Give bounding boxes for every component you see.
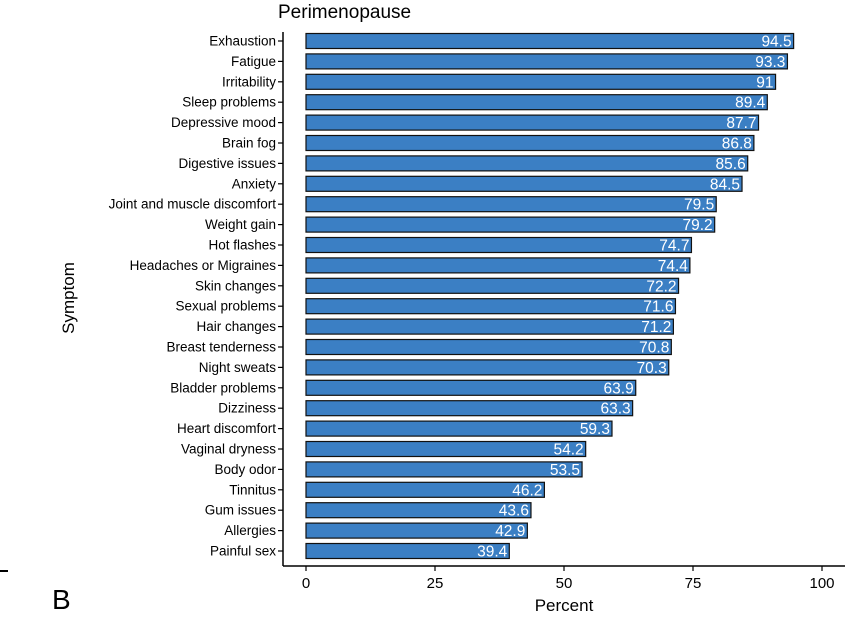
y-tick-label: Fatigue [231, 54, 276, 69]
y-tick-label: Depressive mood [171, 115, 276, 130]
chart-title: Perimenopause [278, 2, 411, 23]
x-axis: 0 25 50 75 100 [283, 565, 845, 592]
y-tick-label: Weight gain [205, 217, 276, 232]
y-tick-label: Bladder problems [170, 380, 276, 395]
y-tick-label: Allergies [224, 523, 276, 538]
bar-fatigue [305, 53, 789, 70]
bar-value-label: 39.4 [477, 544, 508, 561]
bars-group: 94.5 93.3 91 89.4 87.7 86.8 85.6 84.5 79.5 79.2 74… [305, 32, 795, 561]
bar-hot-flashes [305, 236, 693, 254]
bar-value-label: 86.8 [722, 136, 752, 153]
x-tick-label: 75 [685, 575, 702, 592]
panel-label: B [52, 584, 71, 615]
y-tick-label: Anxiety [232, 176, 277, 191]
bar-headaches-or-migraines [305, 257, 691, 274]
bar-value-label: 42.9 [495, 523, 525, 540]
bar-value-label: 74.4 [658, 258, 689, 275]
bar-value-label: 79.2 [683, 217, 713, 234]
y-tick-label: Joint and muscle discomfort [109, 197, 277, 212]
bar-allergies [305, 522, 528, 539]
bar-value-label: 89.4 [735, 95, 766, 112]
y-tick-label: Digestive issues [178, 156, 276, 171]
bar-value-label: 70.3 [637, 360, 667, 377]
bar-joint-and-muscle-discomfort [305, 196, 717, 213]
bar-value-label: 54.2 [554, 442, 584, 459]
bar-sexual-problems [305, 298, 677, 315]
bar-value-label: 53.5 [550, 462, 580, 479]
bar-value-label: 94.5 [761, 34, 791, 51]
bar-heart-discomfort [305, 420, 613, 437]
bar-value-label: 85.6 [716, 156, 746, 173]
y-tick-label: Hot flashes [208, 238, 276, 253]
bar-anxiety [305, 175, 743, 192]
bar-value-label: 59.3 [580, 421, 610, 438]
y-tick-label: Sexual problems [175, 299, 276, 314]
bar-value-label: 79.5 [684, 197, 714, 214]
bar-value-label: 43.6 [499, 503, 529, 520]
y-tick-label: Painful sex [210, 544, 276, 559]
x-tick-label: 50 [556, 575, 573, 592]
bar-hair-changes [305, 318, 674, 335]
y-tick-label: Breast tenderness [166, 340, 276, 355]
y-tick-label: Night sweats [199, 360, 277, 375]
bar-value-label: 72.2 [646, 278, 676, 295]
bar-painful-sex [305, 542, 510, 560]
bar-weight-gain [305, 216, 716, 233]
bar-value-label: 63.3 [600, 401, 630, 418]
bar-value-label: 46.2 [512, 482, 542, 499]
y-tick-label: Vaginal dryness [181, 442, 276, 457]
bar-value-label: 70.8 [639, 340, 669, 357]
bar-breast-tenderness [305, 338, 672, 356]
y-axis: Exhaustion Fatigue Irritability Sleep probl… [109, 32, 284, 566]
bar-exhaustion [305, 32, 795, 50]
bar-bladder-problems [305, 379, 637, 396]
bar-value-label: 74.7 [659, 238, 689, 255]
y-tick-label: Heart discomfort [177, 421, 276, 436]
y-tick-label: Dizziness [218, 401, 276, 416]
y-tick-label: Irritability [222, 74, 276, 89]
bar-night-sweats [305, 359, 670, 376]
bar-digestive-issues [305, 155, 749, 172]
bar-value-label: 71.2 [641, 319, 671, 336]
bar-dizziness [305, 400, 634, 417]
bar-value-label: 63.9 [604, 380, 634, 397]
y-tick-label: Body odor [214, 462, 276, 477]
bar-skin-changes [305, 277, 680, 294]
x-tick-label: 25 [427, 575, 444, 592]
bar-value-label: 93.3 [755, 54, 785, 71]
bar-irritability [305, 73, 777, 90]
bar-brain-fog [305, 134, 755, 152]
bar-gum-issues [305, 502, 532, 519]
y-tick-label: Sleep problems [182, 95, 276, 110]
bar-body-odor [305, 461, 583, 478]
y-tick-label: Headaches or Migraines [130, 258, 277, 273]
y-tick-label: Hair changes [196, 319, 276, 334]
bar-depressive-mood [305, 114, 760, 131]
bar-sleep-problems [305, 94, 768, 111]
bar-tinnitus [305, 481, 545, 498]
bar-value-label: 71.6 [643, 299, 673, 316]
x-tick-label: 0 [302, 575, 310, 592]
bar-value-label: 84.5 [710, 176, 740, 193]
y-tick-label: Brain fog [222, 136, 276, 151]
bar-value-label: 91 [756, 74, 773, 91]
bar-vaginal-dryness [305, 440, 587, 458]
y-tick-label: Exhaustion [209, 34, 276, 49]
x-axis-label: Percent [535, 596, 594, 615]
y-tick-label: Tinnitus [229, 482, 276, 497]
y-axis-label: Symptom [59, 262, 78, 334]
x-tick-label: 100 [809, 575, 834, 592]
bar-value-label: 87.7 [726, 115, 756, 132]
y-tick-label: Skin changes [195, 278, 276, 293]
y-tick-label: Gum issues [205, 503, 277, 518]
edge-tick-mark [0, 570, 8, 572]
